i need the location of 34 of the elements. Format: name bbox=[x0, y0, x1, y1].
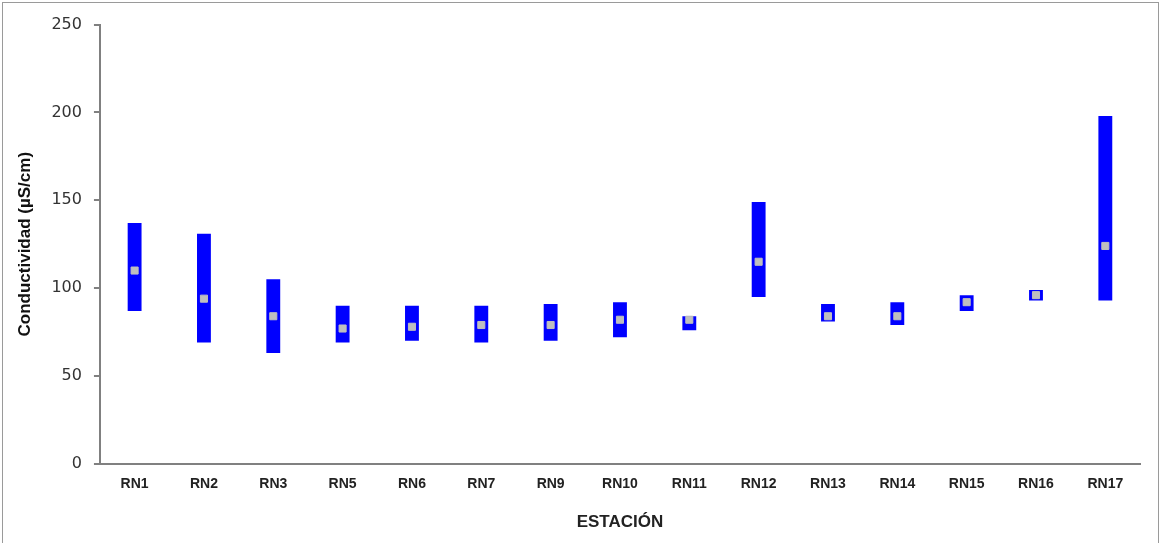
point bbox=[199, 294, 208, 303]
x-tick-label: RN5 bbox=[328, 475, 357, 492]
y-tick-label: 250 bbox=[51, 13, 82, 33]
x-tick-label: RN1 bbox=[120, 475, 149, 492]
x-tick-label: RN11 bbox=[671, 475, 708, 492]
y-tick-label: 0 bbox=[71, 452, 82, 472]
x-tick-label: RN14 bbox=[879, 475, 916, 492]
x-tick-label: RN16 bbox=[1018, 475, 1055, 492]
point bbox=[338, 324, 347, 333]
point bbox=[130, 266, 139, 275]
x-axis-title: ESTACIÓN bbox=[576, 512, 664, 532]
x-tick-label: RN3 bbox=[259, 475, 288, 492]
y-axis-title: Conductividad (µS/cm) bbox=[14, 151, 34, 337]
point bbox=[269, 312, 278, 321]
x-tick-label: RN17 bbox=[1087, 475, 1124, 492]
y-tick-label: 100 bbox=[51, 277, 82, 297]
x-tick-label: RN6 bbox=[397, 475, 427, 492]
bar bbox=[1098, 115, 1113, 301]
x-tick-label: RN13 bbox=[810, 475, 847, 492]
bar bbox=[751, 202, 766, 297]
x-tick-label: RN10 bbox=[602, 475, 639, 492]
x-tick-label: RN12 bbox=[740, 475, 777, 492]
y-tick-label: 200 bbox=[51, 101, 82, 121]
x-tick-label: RN9 bbox=[536, 475, 565, 492]
x-tick-label: RN15 bbox=[948, 475, 985, 492]
point bbox=[1101, 241, 1110, 250]
y-tick-label: 50 bbox=[61, 365, 82, 385]
bar bbox=[127, 223, 142, 311]
y-tick-label: 150 bbox=[51, 189, 82, 209]
bar bbox=[197, 233, 211, 343]
point bbox=[754, 257, 763, 266]
x-tick-label: RN2 bbox=[189, 475, 219, 492]
bar bbox=[266, 279, 281, 354]
x-tick-label: RN7 bbox=[467, 475, 496, 492]
